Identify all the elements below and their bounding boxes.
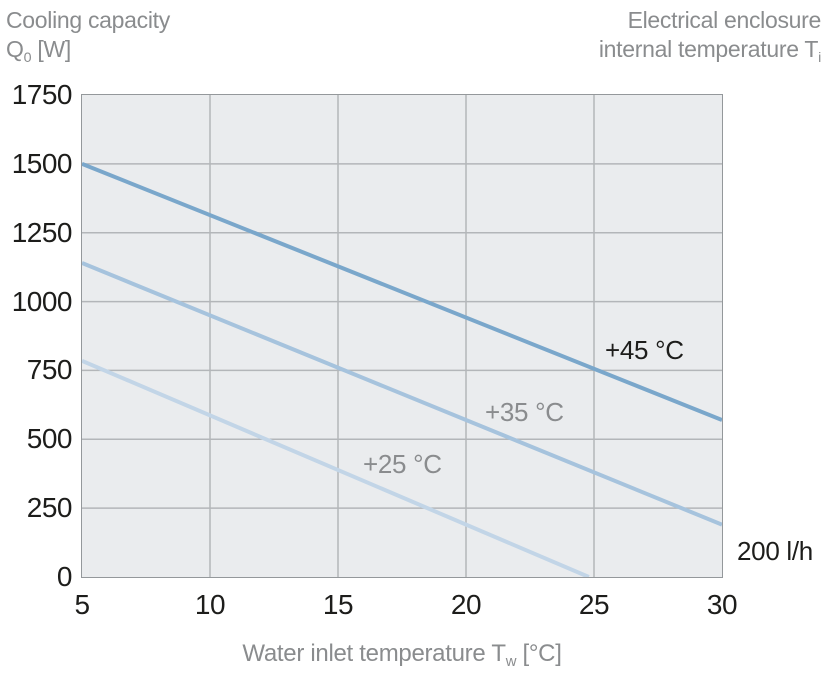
flow-rate-annotation: 200 l/h: [737, 536, 813, 566]
x-tick-label: 5: [74, 589, 90, 620]
chart-canvas: [81, 94, 722, 577]
ti-subscript: i: [818, 49, 821, 66]
series-label-35c: +35 °C: [485, 397, 564, 427]
x-tick-label: 10: [194, 589, 226, 620]
y-tick-label: 250: [26, 492, 73, 524]
y-tick-label: 500: [26, 423, 73, 455]
x-tick-label: 15: [322, 589, 354, 620]
data-line-25c: [81, 358, 590, 577]
y-tick-label: 1750: [11, 79, 73, 110]
y-tick-label: 0: [56, 561, 73, 592]
series-group-title-line2: internal temperature Ti: [598, 36, 821, 66]
y-axis-title-line1: Cooling capacity: [6, 7, 170, 33]
x-tick-label: 20: [450, 589, 482, 620]
plot-area: [80, 93, 723, 578]
y-tick-label: 1000: [11, 285, 73, 317]
series-label-25c: +25 °C: [363, 449, 442, 479]
series-group-title-line1: Electrical enclosure: [627, 7, 822, 33]
x-tick-label: 30: [706, 589, 738, 620]
data-line-45c: [81, 161, 722, 422]
series-label-45c: +45 °C: [605, 335, 684, 365]
x-axis-title: Water inlet temperature Tw [°C]: [242, 640, 562, 671]
y-tick-label: 1500: [11, 147, 73, 179]
y-axis-title-line2: Q0 [W]: [6, 36, 71, 66]
y-axis-title: Cooling capacity Q0 [W]: [6, 6, 170, 73]
x-tick-label: 25: [578, 589, 610, 620]
q-subscript: 0: [23, 49, 32, 66]
data-line-35c: [81, 260, 722, 527]
y-tick-label: 1250: [11, 216, 73, 248]
y-tick-label: 750: [26, 354, 73, 386]
series-group-title: Electrical enclosure internal temperatur…: [599, 6, 821, 73]
tw-subscript: w: [505, 654, 517, 671]
